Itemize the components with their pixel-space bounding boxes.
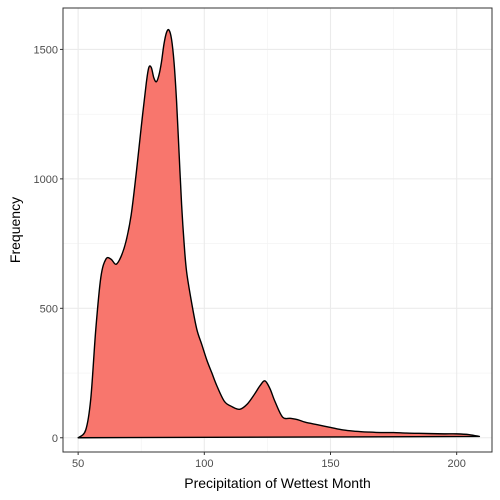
y-tick-label: 1000 — [34, 174, 58, 186]
y-tick-label: 500 — [40, 303, 58, 315]
y-tick-label: 1500 — [34, 44, 58, 56]
density-area — [77, 28, 481, 439]
y-axis-title: Frequency — [7, 197, 23, 263]
x-tick-label: 50 — [72, 458, 84, 470]
x-axis: 50 100 150 200 — [72, 452, 466, 470]
x-axis-title: Precipitation of Wettest Month — [184, 475, 371, 491]
x-tick-label: 200 — [447, 458, 465, 470]
y-axis: 0 500 1000 1500 — [34, 44, 63, 445]
x-tick-label: 150 — [321, 458, 339, 470]
y-tick-label: 0 — [52, 433, 58, 445]
plot-border — [62, 7, 493, 453]
x-tick-label: 100 — [195, 458, 213, 470]
